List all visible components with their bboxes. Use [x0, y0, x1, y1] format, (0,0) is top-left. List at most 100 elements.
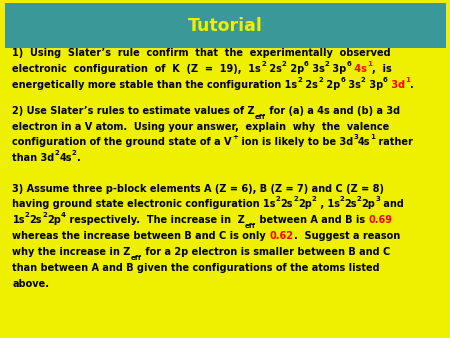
Text: for (a) a 4s and (b) a 3d: for (a) a 4s and (b) a 3d — [266, 105, 400, 116]
Text: 1: 1 — [367, 61, 372, 67]
Text: 3: 3 — [353, 134, 358, 140]
Text: eff: eff — [255, 114, 266, 120]
Text: 6: 6 — [340, 76, 345, 82]
Text: eff: eff — [131, 255, 142, 261]
Text: 2: 2 — [293, 196, 298, 202]
Text: why the increase in Z: why the increase in Z — [13, 247, 131, 257]
Text: for (a) a 4s and (b) a 3d: for (a) a 4s and (b) a 3d — [266, 105, 400, 116]
Text: 1: 1 — [405, 76, 410, 82]
Text: 2: 2 — [357, 196, 361, 202]
Text: 2: 2 — [312, 196, 316, 202]
Text: between A and B is: between A and B is — [256, 215, 368, 225]
Text: 1: 1 — [370, 134, 375, 140]
Text: 2: 2 — [282, 61, 287, 67]
Text: 2: 2 — [276, 196, 281, 202]
Text: 2p: 2p — [298, 199, 312, 210]
Text: 1: 1 — [367, 61, 372, 67]
Text: 6: 6 — [340, 76, 345, 82]
Text: energetically more stable than the configuration 1s: energetically more stable than the confi… — [13, 80, 297, 90]
Text: 2: 2 — [42, 212, 47, 218]
Text: 3) Assume three p-block elements A (Z = 6), B (Z = 7) and C (Z = 8): 3) Assume three p-block elements A (Z = … — [13, 184, 384, 194]
Text: 2p: 2p — [287, 64, 304, 74]
Text: energetically more stable than the configuration 1s: energetically more stable than the confi… — [13, 80, 297, 90]
Text: electronic  configuration  of  K  (Z  =  19),  1s: electronic configuration of K (Z = 19), … — [13, 64, 261, 74]
Text: 2: 2 — [340, 196, 344, 202]
Text: 6: 6 — [346, 61, 351, 67]
Text: 2s: 2s — [281, 199, 293, 210]
Text: 2p: 2p — [47, 215, 61, 225]
Text: 2: 2 — [25, 212, 30, 218]
Text: 2s: 2s — [281, 199, 293, 210]
Text: 3s: 3s — [309, 64, 324, 74]
Text: whereas the increase between B and C is only: whereas the increase between B and C is … — [13, 231, 270, 241]
Text: ion is likely to be 3d: ion is likely to be 3d — [238, 138, 353, 147]
Text: 3s: 3s — [309, 64, 324, 74]
Text: than 3d: than 3d — [13, 153, 55, 163]
Text: 2s: 2s — [344, 199, 357, 210]
Text: ,  is: , is — [372, 64, 392, 74]
Text: and: and — [380, 199, 404, 210]
Text: 2: 2 — [361, 76, 365, 82]
Text: 3: 3 — [353, 134, 358, 140]
Text: 3: 3 — [375, 196, 380, 202]
Text: for a 2p electron is smaller between B and C: for a 2p electron is smaller between B a… — [142, 247, 390, 257]
Text: having ground state electronic configuration 1s: having ground state electronic configura… — [13, 199, 276, 210]
Text: configuration of the ground state of a V: configuration of the ground state of a V — [13, 138, 232, 147]
Text: 1: 1 — [370, 134, 375, 140]
Text: 6: 6 — [383, 76, 387, 82]
Text: 2s: 2s — [302, 80, 318, 90]
Text: 2: 2 — [324, 61, 329, 67]
Text: 3p: 3p — [329, 64, 346, 74]
Text: 2: 2 — [55, 150, 59, 156]
Text: ion is likely to be 3d: ion is likely to be 3d — [238, 138, 353, 147]
Text: +: + — [232, 134, 238, 140]
Text: 3p: 3p — [365, 80, 383, 90]
Text: above.: above. — [13, 279, 50, 289]
Bar — [4, 3, 446, 48]
Text: 6: 6 — [304, 61, 309, 67]
Text: .  Suggest a reason: . Suggest a reason — [293, 231, 400, 241]
Text: 2s: 2s — [30, 215, 42, 225]
Text: rather: rather — [375, 138, 413, 147]
Text: having ground state electronic configuration 1s: having ground state electronic configura… — [13, 199, 276, 210]
Text: 2s: 2s — [302, 80, 318, 90]
Text: 4s: 4s — [358, 138, 370, 147]
Text: 1s: 1s — [13, 215, 25, 225]
Text: .: . — [410, 80, 413, 90]
Text: between A and B is: between A and B is — [256, 215, 368, 225]
Text: configuration of the ground state of a V: configuration of the ground state of a V — [13, 138, 232, 147]
Text: 2: 2 — [340, 196, 344, 202]
Text: .: . — [76, 153, 81, 163]
Text: .: . — [410, 80, 413, 90]
Text: 2: 2 — [324, 61, 329, 67]
Text: 1: 1 — [405, 76, 410, 82]
Text: eff: eff — [255, 114, 266, 120]
Text: electronic  configuration  of  K  (Z  =  19),  1s: electronic configuration of K (Z = 19), … — [13, 64, 261, 74]
Text: ,  is: , is — [372, 64, 392, 74]
Text: 4s: 4s — [351, 64, 367, 74]
Text: 1s: 1s — [13, 215, 25, 225]
Text: , 1s: , 1s — [316, 199, 340, 210]
Text: 0.62: 0.62 — [270, 231, 293, 241]
Text: whereas the increase between B and C is only: whereas the increase between B and C is … — [13, 231, 270, 241]
Text: 4: 4 — [61, 212, 66, 218]
Text: 2p: 2p — [47, 215, 61, 225]
Text: 6: 6 — [346, 61, 351, 67]
Text: .  Suggest a reason: . Suggest a reason — [293, 231, 400, 241]
Text: 0.69: 0.69 — [368, 215, 392, 225]
Text: eff: eff — [245, 223, 256, 229]
Text: 4s: 4s — [358, 138, 370, 147]
Text: why the increase in Z: why the increase in Z — [13, 247, 131, 257]
Text: than between A and B given the configurations of the atoms listed: than between A and B given the configura… — [13, 263, 380, 273]
Text: 2: 2 — [72, 150, 76, 156]
Text: 2p: 2p — [361, 199, 375, 210]
Text: 2: 2 — [261, 61, 266, 67]
Text: 2: 2 — [297, 76, 302, 82]
Text: eff: eff — [131, 255, 142, 261]
Text: 2: 2 — [282, 61, 287, 67]
Text: 2: 2 — [297, 76, 302, 82]
Text: 2: 2 — [312, 196, 316, 202]
Text: rather: rather — [375, 138, 413, 147]
Text: 2s: 2s — [266, 64, 282, 74]
Text: 2p: 2p — [323, 80, 340, 90]
